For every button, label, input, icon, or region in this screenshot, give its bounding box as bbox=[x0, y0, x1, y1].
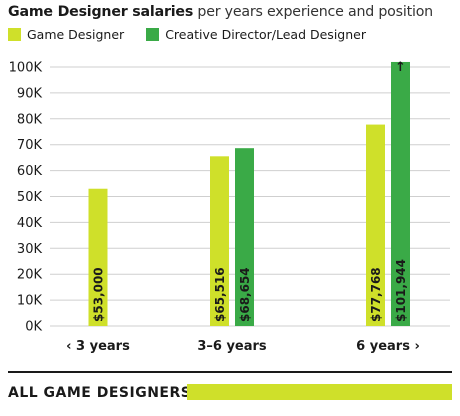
bar-value-label: $101,944 bbox=[394, 259, 408, 322]
footer-bar bbox=[187, 384, 452, 400]
y-tick-label: 90K bbox=[17, 86, 43, 101]
x-tick-label: 6 years › bbox=[356, 339, 420, 354]
bar-game-designer bbox=[88, 188, 108, 326]
bar-chart: 0K 10K 20K 30K 40K 50K 60K 70K 80K 90K 100K $53,000… bbox=[9, 60, 450, 354]
chart-title-rest: per years experience and position bbox=[197, 4, 433, 20]
chart-title: Game Designer salaries per years experie… bbox=[8, 4, 433, 20]
y-tick-label: 0K bbox=[25, 320, 42, 335]
legend-swatch-game-designer bbox=[8, 28, 21, 41]
y-tick-label: 60K bbox=[17, 164, 43, 179]
bar-value-label: $53,000 bbox=[92, 267, 106, 322]
y-tick-label: 10K bbox=[17, 294, 43, 309]
legend-swatch-creative-director bbox=[146, 28, 160, 41]
y-tick-label: 30K bbox=[17, 242, 43, 257]
y-tick-label: 50K bbox=[17, 190, 43, 205]
bar-game-designer bbox=[210, 156, 229, 326]
y-tick-label: 100K bbox=[9, 61, 43, 76]
y-tick-label: 70K bbox=[17, 138, 43, 153]
legend-item-creative-director: Creative Director/Lead Designer bbox=[146, 27, 366, 42]
x-tick-label: 3–6 years bbox=[197, 339, 267, 354]
footer-divider bbox=[8, 371, 452, 373]
y-tick-label: 80K bbox=[17, 112, 43, 127]
bar-value-label: $77,768 bbox=[369, 267, 383, 322]
bar-value-label: $65,516 bbox=[213, 267, 227, 322]
y-tick-label: 20K bbox=[17, 268, 43, 283]
legend: Game Designer Creative Director/Lead Des… bbox=[8, 27, 388, 42]
legend-label-game-designer: Game Designer bbox=[27, 27, 125, 42]
y-tick-label: 40K bbox=[17, 216, 43, 231]
bar-value-label: $68,654 bbox=[238, 267, 252, 322]
x-tick-label: ‹ 3 years bbox=[66, 339, 130, 354]
legend-item-game-designer: Game Designer bbox=[8, 27, 124, 42]
legend-label-creative-director: Creative Director/Lead Designer bbox=[165, 27, 366, 42]
bar-creative-director bbox=[235, 148, 254, 326]
chart-title-bold: Game Designer salaries bbox=[8, 4, 194, 20]
bar-creative-director bbox=[391, 61, 410, 327]
footer-label: ALL GAME DESIGNERS bbox=[8, 385, 192, 401]
bar-game-designer bbox=[366, 124, 385, 327]
up-arrow-icon: ↑ bbox=[395, 60, 406, 75]
